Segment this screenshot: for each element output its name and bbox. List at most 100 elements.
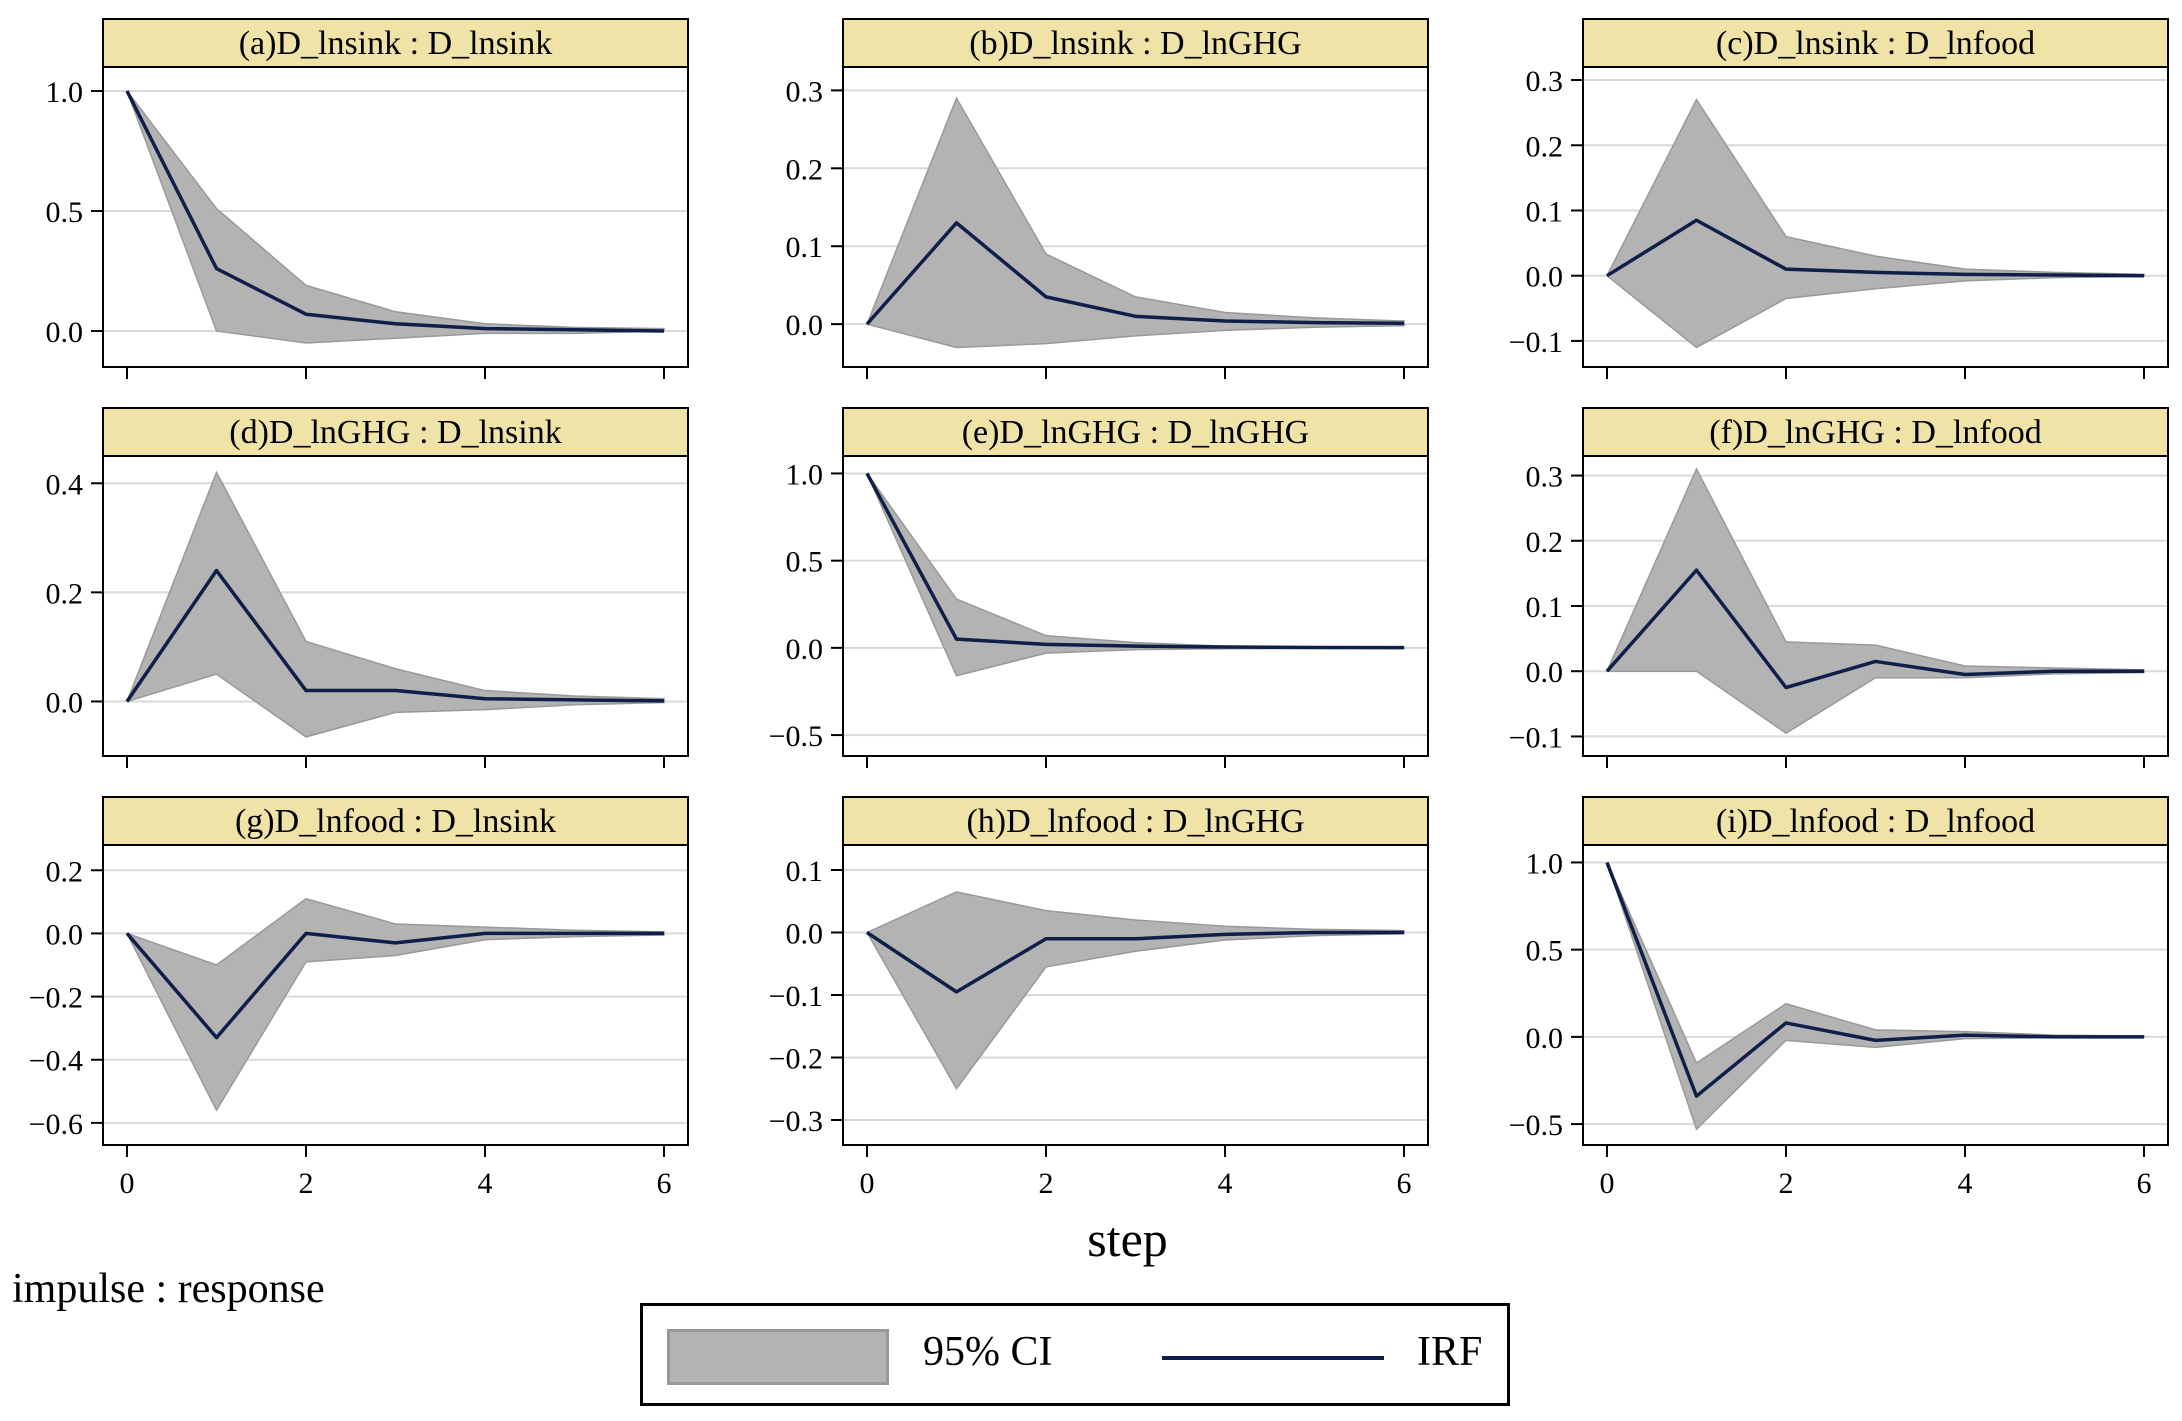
panel-f: (f)D_lnGHG : D_lnfood −0.1 0.0 0.1 0.2 0.3 xyxy=(1509,407,2169,768)
x-tick-label: 6 xyxy=(2137,1167,2152,1200)
irf-line xyxy=(125,568,665,703)
y-tick-label: 0.5 xyxy=(46,196,84,229)
irf-line xyxy=(125,931,664,1040)
panel-title-bar xyxy=(842,796,1429,846)
x-tick-label: 6 xyxy=(1397,1167,1412,1200)
irf-line xyxy=(865,221,1405,326)
y-tick-label: 0.0 xyxy=(1526,1022,1564,1055)
y-tick-label: −0.3 xyxy=(769,1105,823,1138)
plot-frame xyxy=(842,455,1429,757)
y-tick-label: 0.0 xyxy=(1526,656,1564,689)
y-tick-label: 0.0 xyxy=(46,316,84,349)
panel-title: (f)D_lnGHG : D_lnfood xyxy=(1709,414,2041,451)
ci-band xyxy=(125,897,665,1112)
y-tick-label: 0.1 xyxy=(786,231,824,264)
panel-c: (c)D_lnsink : D_lnfood −0.1 0.0 0.1 0.2 0.3 xyxy=(1509,18,2169,379)
ci-band xyxy=(865,891,1405,1091)
irf-line xyxy=(1605,568,2144,690)
y-tick-label: 0.2 xyxy=(786,153,824,186)
x-tick-label: 2 xyxy=(1039,1167,1054,1200)
y-tick-label: 0.3 xyxy=(1526,461,1564,494)
irf-line xyxy=(865,472,1405,650)
panel-h: (h)D_lnfood : D_lnGHG −0.3 −0.2 −0.1 0.0 0.1 0… xyxy=(769,796,1429,1200)
legend-irf-line xyxy=(1162,1356,1384,1360)
panel-title: (g)D_lnfood : D_lnsink xyxy=(235,803,556,840)
panel-title: (c)D_lnsink : D_lnfood xyxy=(1716,25,2035,62)
x-tick-label: 2 xyxy=(299,1167,314,1200)
panel-title: (i)D_lnfood : D_lnfood xyxy=(1716,803,2035,840)
y-tick-label: −0.4 xyxy=(29,1045,83,1078)
panel-title-bar xyxy=(102,18,689,68)
x-tick-label: 6 xyxy=(657,1167,672,1200)
plot-frame xyxy=(102,455,689,757)
ci-band xyxy=(1606,862,2145,1131)
y-tick-label: 0.0 xyxy=(786,918,824,951)
y-tick-label: −0.2 xyxy=(769,1043,823,1076)
panel-title-bar xyxy=(1582,796,2169,846)
panel-d: (d)D_lnGHG : D_lnsink 0.0 0.2 0.4 xyxy=(46,407,689,768)
legend-ci-swatch xyxy=(667,1329,889,1385)
y-tick-label: 0.4 xyxy=(46,468,84,501)
legend-ci-label: 95% CI xyxy=(923,1329,1053,1375)
panel-g: (g)D_lnfood : D_lnsink −0.6 −0.4 −0.2 0.0 0.2… xyxy=(29,796,689,1200)
y-tick-label: −0.5 xyxy=(1509,1109,1563,1142)
y-tick-label: 0.2 xyxy=(46,855,84,888)
panel-i: (i)D_lnfood : D_lnfood −0.5 0.0 0.5 1.0 0 2 4 6 xyxy=(1509,796,2169,1200)
irf-line xyxy=(1606,218,2145,278)
x-tick-label: 4 xyxy=(478,1167,493,1200)
y-tick-label: 0.5 xyxy=(786,546,824,579)
x-tick-label: 2 xyxy=(1779,1167,1794,1200)
y-tick-label: −0.1 xyxy=(769,980,823,1013)
plot-frame xyxy=(842,66,1429,368)
x-tick-label: 0 xyxy=(1600,1167,1615,1200)
panel-title-bar xyxy=(842,18,1429,68)
ci-band xyxy=(866,473,1405,677)
panel-title: (d)D_lnGHG : D_lnsink xyxy=(229,414,561,451)
panel-title-bar xyxy=(1582,407,2169,457)
ci-band xyxy=(1605,467,2145,735)
plot-frame xyxy=(102,66,689,368)
impulse-response-note: impulse : response xyxy=(12,1266,325,1312)
panel-e: (e)D_lnGHG : D_lnGHG −0.5 0.0 0.5 1.0 xyxy=(769,407,1429,768)
y-tick-label: −0.2 xyxy=(29,982,83,1015)
y-tick-label: 1.0 xyxy=(46,76,84,109)
y-tick-label: −0.6 xyxy=(29,1108,83,1141)
y-tick-label: 0.0 xyxy=(1526,261,1564,294)
panel-title-bar xyxy=(1582,18,2169,68)
y-tick-label: 0.1 xyxy=(786,855,824,888)
ci-band xyxy=(865,96,1405,349)
y-tick-label: −0.1 xyxy=(1509,721,1563,754)
panel-title-bar xyxy=(102,796,689,846)
ci-band xyxy=(126,90,665,344)
y-tick-label: 0.0 xyxy=(786,633,824,666)
y-tick-label: 0.3 xyxy=(786,75,824,108)
y-tick-label: −0.1 xyxy=(1509,326,1563,359)
x-tick-label: 0 xyxy=(120,1167,135,1200)
x-axis-label: step xyxy=(1087,1211,1168,1267)
panel-b: (b)D_lnsink : D_lnGHG 0.0 0.1 0.2 0.3 xyxy=(786,18,1429,379)
irf-line xyxy=(125,90,665,333)
y-tick-label: 1.0 xyxy=(1526,847,1564,880)
irf-line xyxy=(866,930,1404,994)
y-tick-label: 0.0 xyxy=(46,686,84,719)
y-tick-label: 0.1 xyxy=(1526,195,1564,228)
plot-frame xyxy=(102,844,689,1146)
y-tick-label: 0.2 xyxy=(46,577,84,610)
plot-frame xyxy=(1582,66,2169,368)
y-tick-label: −0.5 xyxy=(769,720,823,753)
panel-title: (b)D_lnsink : D_lnGHG xyxy=(969,25,1301,62)
legend: 95% CI IRF xyxy=(640,1303,1510,1406)
ci-band xyxy=(125,470,665,738)
panel-a: (a)D_lnsink : D_lnsink 0.0 0.5 1.0 xyxy=(46,18,689,379)
y-tick-label: 0.0 xyxy=(786,309,824,342)
legend-irf-label: IRF xyxy=(1417,1329,1483,1375)
y-tick-label: 0.3 xyxy=(1526,65,1564,98)
x-tick-label: 4 xyxy=(1958,1167,1973,1200)
y-tick-label: 1.0 xyxy=(786,458,824,491)
panel-title: (e)D_lnGHG : D_lnGHG xyxy=(962,414,1310,451)
plot-frame xyxy=(1582,844,2169,1146)
irf-line xyxy=(1605,861,2144,1098)
panel-title: (h)D_lnfood : D_lnGHG xyxy=(966,803,1304,840)
y-tick-label: 0.5 xyxy=(1526,935,1564,968)
